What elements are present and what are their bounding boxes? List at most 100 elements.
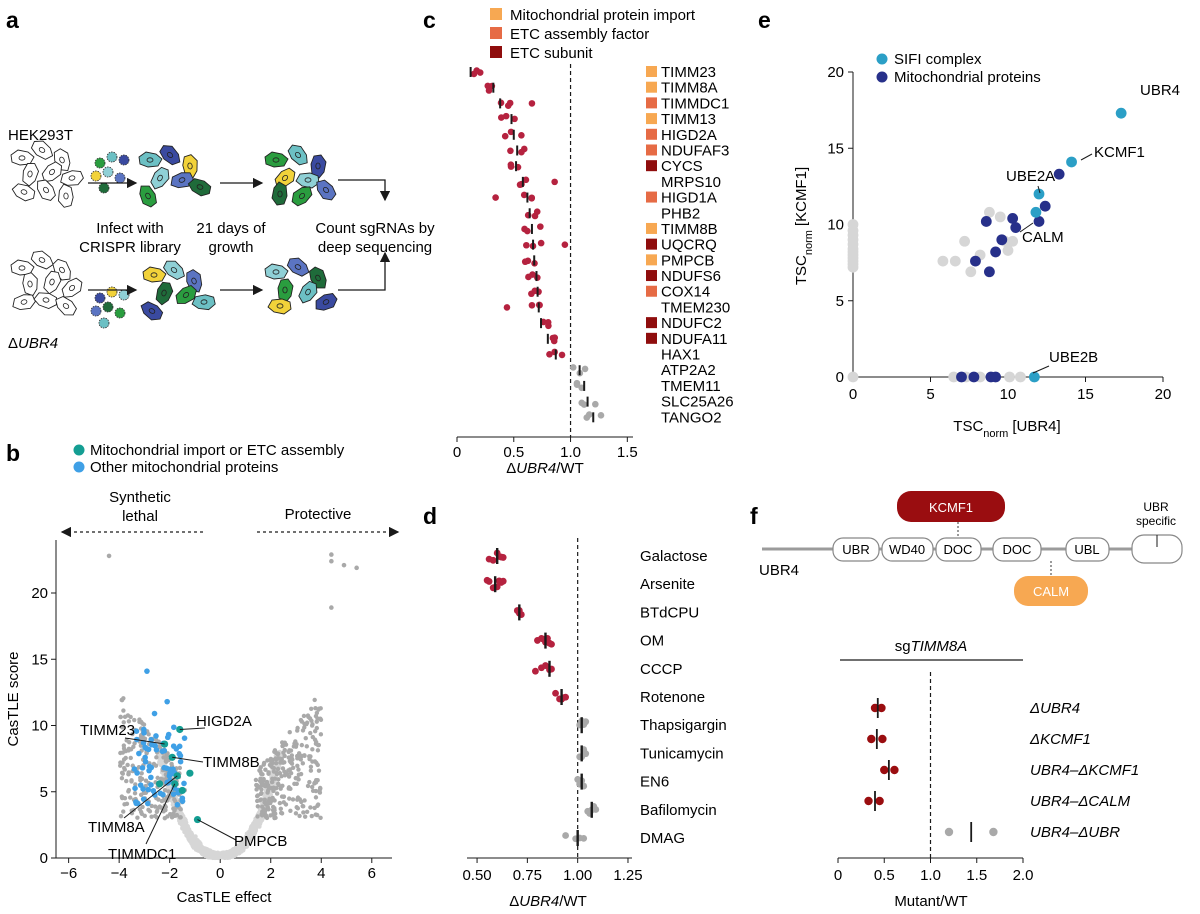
e-x-tick-label: 0 xyxy=(849,386,857,403)
b-significant-point xyxy=(266,770,271,775)
b-leader-line xyxy=(124,737,165,745)
b-significant-point xyxy=(288,759,293,765)
step2-line1: 21 days of xyxy=(196,220,266,237)
b-significant-point xyxy=(272,808,277,813)
b-background-point xyxy=(182,822,188,827)
legend-label-mito: Mitochondrial proteins xyxy=(894,69,1041,86)
ubr-specific-line2: specific xyxy=(1136,514,1176,528)
panel-b: b Mitochondrial import or ETC assembly O… xyxy=(5,440,400,906)
e-other-protein-point xyxy=(937,255,949,267)
b-significant-point xyxy=(139,776,145,782)
b-significant-point xyxy=(255,793,261,798)
b-other-mito-point xyxy=(135,800,141,807)
b-significant-point xyxy=(308,768,314,773)
legend-swatch-import xyxy=(490,8,502,20)
cell-membrane xyxy=(264,263,289,280)
b-background-point xyxy=(244,844,249,849)
b-significant-point xyxy=(263,767,268,772)
cell-nucleus xyxy=(18,265,26,271)
panel-letter-d: d xyxy=(423,503,437,529)
cell-nucleus xyxy=(294,151,302,159)
b-significant-point xyxy=(122,765,127,771)
b-significant-point xyxy=(258,797,264,802)
e-protein-label: UBE2A xyxy=(1006,168,1055,185)
c-category-swatch xyxy=(646,222,657,234)
b-significant-point xyxy=(270,804,276,810)
c-x-axis-label: ΔUBR4/WT xyxy=(506,460,584,477)
b-significant-point xyxy=(129,779,134,784)
b-significant-point xyxy=(317,785,323,791)
cell-icon xyxy=(37,179,56,201)
cell-membrane xyxy=(57,183,74,208)
e-x-tick-label: 10 xyxy=(1000,386,1017,403)
b-significant-point xyxy=(129,808,134,813)
c-guide-point xyxy=(492,194,499,201)
b-significant-point xyxy=(312,805,317,811)
b-significant-point xyxy=(272,798,277,803)
b-significant-point xyxy=(288,808,293,814)
e-y-axis-label: TSCnorm[KCMF1] xyxy=(793,167,815,285)
calm-partner-label: CALM xyxy=(1033,584,1069,599)
b-significant-point xyxy=(255,814,260,819)
b-significant-point xyxy=(282,747,287,753)
c-guide-point xyxy=(537,239,545,247)
domain-ubl xyxy=(1065,537,1110,562)
c-guide-point xyxy=(502,112,510,120)
c-gene-label: TIMM8B xyxy=(661,221,718,238)
b-significant-point xyxy=(125,713,131,718)
b-gene-label: TIMM8A xyxy=(88,819,145,836)
b-significant-point xyxy=(305,783,311,789)
sgrna-virus-icon xyxy=(98,182,110,194)
c-guide-point xyxy=(533,208,541,215)
f-plot-title: sgTIMM8A xyxy=(895,638,968,655)
f-row-label: UBR4–ΔCALM xyxy=(1030,793,1131,810)
e-mito-protein-point xyxy=(990,246,1001,258)
b-leader-line xyxy=(145,783,176,845)
b-significant-point xyxy=(282,753,287,759)
b-significant-point xyxy=(260,782,266,787)
f-replicate-point xyxy=(864,796,873,806)
b-significant-point xyxy=(277,771,283,776)
cell-nucleus xyxy=(38,257,46,263)
b-significant-point xyxy=(266,807,271,812)
virus-particle xyxy=(118,154,130,166)
b-significant-point xyxy=(264,780,269,785)
b-significant-point xyxy=(254,787,259,792)
cell-membrane xyxy=(30,250,54,270)
step1-line2: CRISPR library xyxy=(79,239,181,256)
b-significant-point xyxy=(155,775,160,781)
cell-icon xyxy=(264,151,289,168)
d-condition-label: OM xyxy=(640,633,664,650)
cell-membrane xyxy=(10,149,35,166)
legend-label-subunit: ETC subunit xyxy=(510,45,593,62)
virus-particle xyxy=(98,317,110,329)
c-gene-label: HIGD2A xyxy=(661,127,717,144)
c-guide-point xyxy=(473,67,481,74)
cell-icon xyxy=(142,266,167,283)
legend-swatch-subunit xyxy=(490,46,502,58)
b-significant-point xyxy=(162,816,168,821)
b-significant-point xyxy=(157,804,163,809)
c-category-swatch xyxy=(646,191,657,203)
b-significant-point xyxy=(281,800,286,805)
kcmf1-partner-label: KCMF1 xyxy=(929,500,973,515)
b-significant-point xyxy=(309,784,315,790)
cell-nucleus xyxy=(191,277,197,285)
b-significant-point xyxy=(304,721,309,727)
cell-membrane xyxy=(142,266,167,283)
b-significant-point xyxy=(254,783,260,788)
b-significant-point xyxy=(146,732,151,737)
e-mito-protein-point xyxy=(968,371,980,383)
b-other-mito-point xyxy=(164,734,171,741)
b-significant-point xyxy=(255,798,260,804)
virus-particle xyxy=(94,157,106,169)
b-other-mito-point xyxy=(148,737,155,743)
cell-icon xyxy=(267,298,292,315)
b-significant-point xyxy=(125,762,130,768)
b-significant-point xyxy=(315,762,320,768)
d-replicate-point xyxy=(532,667,539,675)
c-category-swatch xyxy=(646,270,657,282)
c-category-swatch xyxy=(646,254,657,266)
b-significant-point xyxy=(318,815,323,820)
b-significant-point xyxy=(315,748,321,753)
